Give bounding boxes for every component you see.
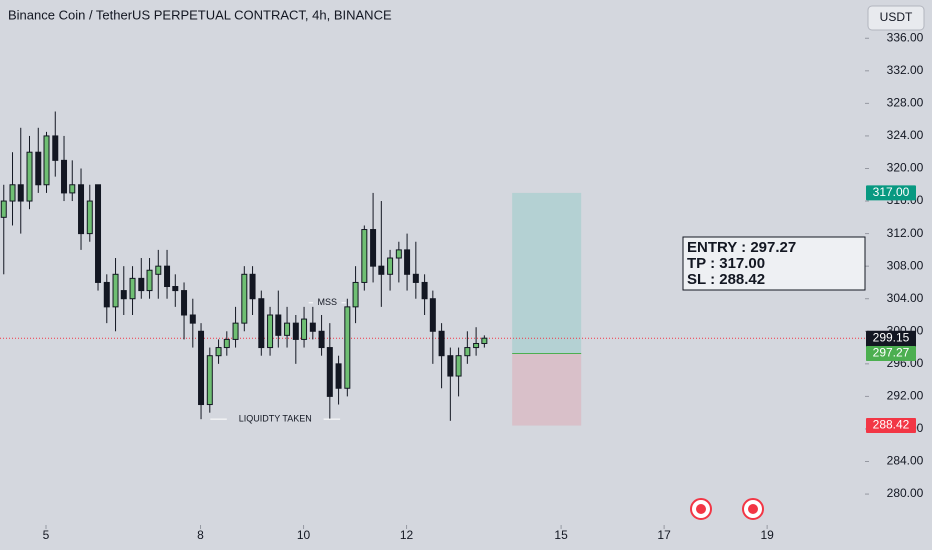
candle-body	[370, 229, 377, 267]
candle-body	[172, 286, 179, 292]
candle-body	[412, 273, 419, 283]
info-box	[682, 236, 866, 291]
candle-body	[206, 355, 213, 406]
candle-body	[387, 257, 394, 275]
candle-body	[447, 355, 454, 377]
y-tick-label: 324.00	[887, 128, 924, 142]
candle-body	[120, 290, 127, 300]
candle-body	[223, 338, 230, 349]
candle-body	[26, 151, 33, 202]
y-tick-label: 320.00	[887, 161, 924, 175]
y-tick-label: 280.00	[887, 486, 924, 500]
x-tick-label: 10	[297, 528, 311, 542]
candle-body	[35, 151, 42, 186]
candle-body	[129, 277, 136, 300]
candle-body	[455, 355, 462, 377]
candle-body	[69, 184, 76, 194]
candle-body	[86, 200, 93, 235]
candle-body	[438, 330, 445, 357]
y-tick-label: 312.00	[887, 226, 924, 240]
y-tick-label: 308.00	[887, 258, 924, 272]
candle-body	[275, 314, 282, 336]
candle-body	[395, 249, 402, 259]
candle-body	[232, 322, 239, 340]
candle-body	[138, 277, 145, 292]
y-tick-label: 292.00	[887, 389, 924, 403]
candle-body	[146, 269, 153, 292]
candle-body	[198, 330, 205, 406]
candle-body	[292, 322, 299, 340]
candle-body	[267, 314, 274, 349]
candle-body	[112, 273, 119, 308]
candle-body	[9, 184, 16, 202]
annotation-label: MSS	[317, 297, 337, 307]
candle-body	[241, 273, 248, 324]
price-tag-label: 317.00	[873, 185, 910, 199]
candle-body	[0, 200, 7, 218]
currency-button[interactable]	[867, 5, 925, 31]
candle-body	[429, 298, 436, 332]
candle-body	[318, 330, 325, 349]
annotation-label: LIQUIDTY TAKEN	[239, 414, 312, 424]
x-tick-label: 17	[657, 528, 671, 542]
price-tag	[866, 185, 916, 201]
candle-body	[215, 347, 222, 357]
candle-body	[181, 290, 188, 316]
take-profit-zone	[512, 192, 582, 354]
candle-body	[361, 229, 368, 283]
info-line: SL : 288.42	[687, 271, 765, 288]
candle-body	[284, 322, 291, 336]
candle-body	[352, 281, 359, 308]
chart-title: Binance Coin / TetherUS PERPETUAL CONTRA…	[8, 7, 392, 22]
y-tick-label: 304.00	[887, 291, 924, 305]
y-tick-label: 328.00	[887, 96, 924, 110]
candle-body	[404, 249, 411, 275]
candle-body	[421, 281, 428, 300]
x-tick-label: 15	[554, 528, 568, 542]
price-tag-label: 288.42	[873, 418, 910, 432]
candle-body	[258, 298, 265, 349]
candle-body	[464, 347, 471, 357]
candle-body	[52, 135, 59, 161]
price-tag	[866, 418, 916, 434]
candle-body	[189, 314, 196, 324]
candle-body	[103, 281, 110, 308]
info-line: ENTRY : 297.27	[687, 239, 796, 256]
x-tick-label: 5	[43, 528, 50, 542]
info-line: TP : 317.00	[687, 255, 765, 272]
event-icons	[690, 498, 764, 520]
candle-body	[95, 184, 102, 283]
x-tick-label: 8	[197, 528, 204, 542]
candle-body	[155, 265, 162, 275]
candle-body	[481, 337, 488, 344]
candle-body	[473, 342, 480, 349]
candle-body	[309, 322, 316, 332]
candle-body	[17, 184, 24, 202]
candle-body	[378, 265, 385, 275]
candle-body	[164, 265, 171, 288]
y-tick-label: 332.00	[887, 63, 924, 77]
candle-body	[43, 135, 50, 186]
price-tag-label: 297.27	[873, 346, 910, 360]
price-tag	[866, 346, 916, 361]
y-tick-label: 336.00	[887, 30, 924, 44]
candle-body	[344, 306, 351, 389]
x-tick-label: 19	[760, 528, 774, 542]
y-tick-label: 284.00	[887, 454, 924, 468]
candle-body	[335, 363, 342, 389]
candle-body	[301, 318, 308, 340]
stop-loss-zone	[512, 353, 582, 426]
candle-body	[249, 273, 256, 300]
x-tick-label: 12	[400, 528, 414, 542]
candle-body	[326, 347, 333, 397]
price-tag-label: 299.15	[873, 330, 910, 344]
candle-body	[78, 184, 85, 235]
candle-body	[61, 159, 68, 194]
currency-label[interactable]: USDT	[880, 10, 913, 24]
